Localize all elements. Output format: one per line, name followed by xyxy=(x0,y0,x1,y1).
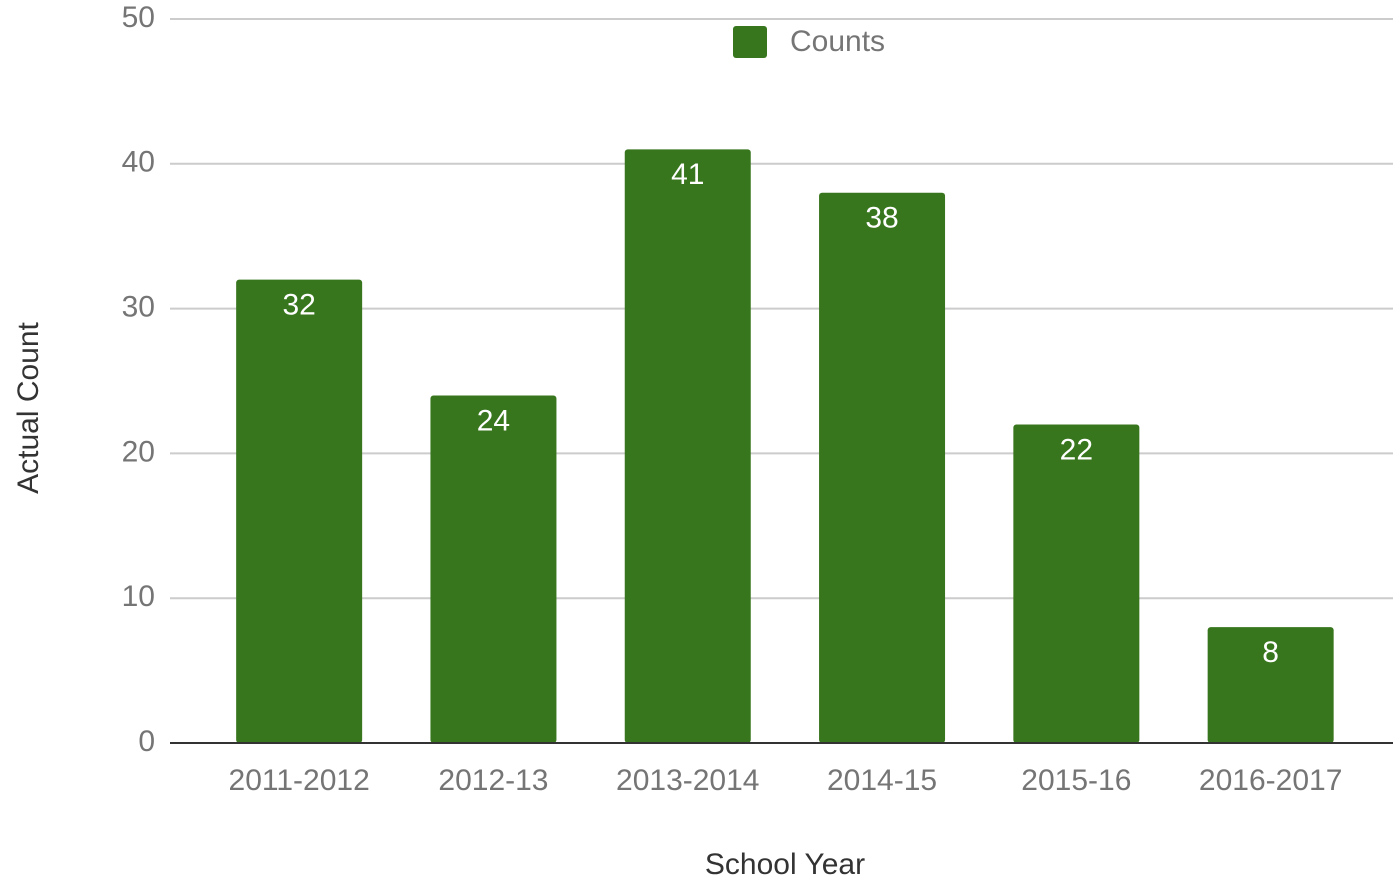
y-tick-label: 50 xyxy=(122,1,155,34)
legend-label: Counts xyxy=(790,25,885,58)
x-tick-label: 2016-2017 xyxy=(1199,764,1342,797)
x-axis-title: School Year xyxy=(705,848,865,881)
data-label: 8 xyxy=(1262,636,1279,669)
bar xyxy=(624,149,751,743)
bar xyxy=(430,395,557,743)
legend-swatch xyxy=(733,26,767,58)
x-tick-label: 2013-2014 xyxy=(616,764,759,797)
y-tick-label: 10 xyxy=(122,580,155,613)
data-label: 32 xyxy=(282,289,315,322)
x-tick-label: 2014-15 xyxy=(827,764,937,797)
data-label: 22 xyxy=(1060,433,1093,466)
bar xyxy=(236,279,363,743)
y-tick-label: 30 xyxy=(122,291,155,324)
bar xyxy=(819,192,946,743)
x-tick-label: 2015-16 xyxy=(1021,764,1131,797)
data-label: 41 xyxy=(671,158,704,191)
x-tick-label: 2011-2012 xyxy=(229,764,370,797)
y-tick-label: 40 xyxy=(122,146,155,179)
data-label: 24 xyxy=(477,404,510,437)
bar xyxy=(1207,627,1334,743)
y-tick-label: 0 xyxy=(138,725,155,758)
bar xyxy=(1013,424,1140,743)
y-tick-label: 20 xyxy=(122,435,155,468)
y-axis-title: Actual Count xyxy=(12,321,45,493)
x-tick-label: 2012-13 xyxy=(438,764,548,797)
data-label: 38 xyxy=(865,202,898,235)
